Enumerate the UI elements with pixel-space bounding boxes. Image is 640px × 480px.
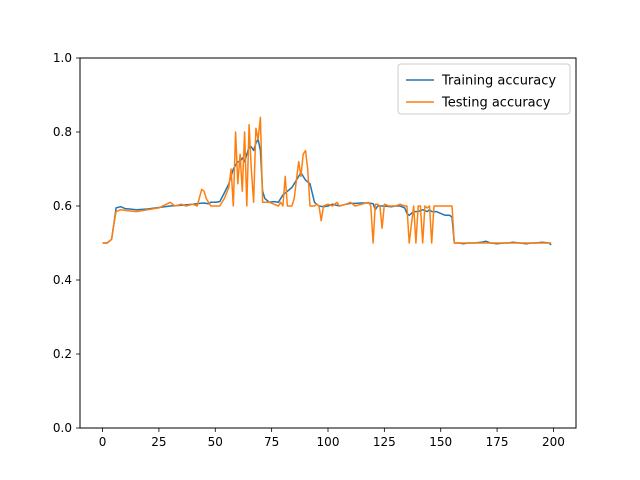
- y-tick-label: 0.2: [53, 347, 72, 361]
- x-tick-label: 75: [264, 435, 279, 449]
- y-tick-label: 0.6: [53, 199, 72, 213]
- x-tick-label: 0: [99, 435, 107, 449]
- y-tick-label: 0.8: [53, 125, 72, 139]
- x-tick-label: 200: [542, 435, 565, 449]
- x-tick-label: 175: [486, 435, 509, 449]
- series-line-testing: [102, 116, 552, 244]
- x-axis: 0 25 50 75 100 125 150 175 200: [99, 428, 565, 449]
- y-tick-label: 1.0: [53, 51, 72, 65]
- legend: Training accuracy Testing accuracy: [397, 63, 571, 115]
- legend-box: [397, 63, 571, 115]
- x-tick-label: 25: [151, 435, 166, 449]
- y-tick-label: 0.0: [53, 421, 72, 435]
- x-tick-label: 125: [373, 435, 396, 449]
- y-tick-label: 0.4: [53, 273, 72, 287]
- x-tick-label: 100: [317, 435, 340, 449]
- legend-label: Training accuracy: [441, 74, 556, 89]
- series-layer: [102, 116, 552, 246]
- x-tick-label: 50: [208, 435, 223, 449]
- x-tick-label: 150: [429, 435, 452, 449]
- y-axis: 0.0 0.2 0.4 0.6 0.8 1.0: [53, 51, 80, 435]
- legend-label: Testing accuracy: [441, 96, 551, 111]
